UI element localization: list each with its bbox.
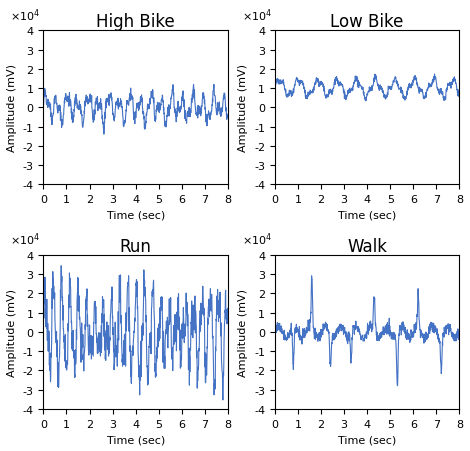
Title: Walk: Walk bbox=[347, 238, 387, 256]
Text: $\times 10^4$: $\times 10^4$ bbox=[242, 231, 272, 248]
Y-axis label: Amplitude (mV): Amplitude (mV) bbox=[238, 288, 249, 376]
Y-axis label: Amplitude (mV): Amplitude (mV) bbox=[7, 288, 17, 376]
Text: $\times 10^4$: $\times 10^4$ bbox=[10, 231, 40, 248]
Y-axis label: Amplitude (mV): Amplitude (mV) bbox=[238, 64, 249, 152]
X-axis label: Time (sec): Time (sec) bbox=[338, 434, 396, 444]
Text: $\times 10^4$: $\times 10^4$ bbox=[10, 7, 40, 24]
X-axis label: Time (sec): Time (sec) bbox=[107, 210, 165, 220]
X-axis label: Time (sec): Time (sec) bbox=[107, 434, 165, 444]
X-axis label: Time (sec): Time (sec) bbox=[338, 210, 396, 220]
Y-axis label: Amplitude (mV): Amplitude (mV) bbox=[7, 64, 17, 152]
Title: High Bike: High Bike bbox=[96, 14, 175, 32]
Title: Low Bike: Low Bike bbox=[330, 14, 404, 32]
Text: $\times 10^4$: $\times 10^4$ bbox=[242, 7, 272, 24]
Title: Run: Run bbox=[120, 238, 152, 256]
